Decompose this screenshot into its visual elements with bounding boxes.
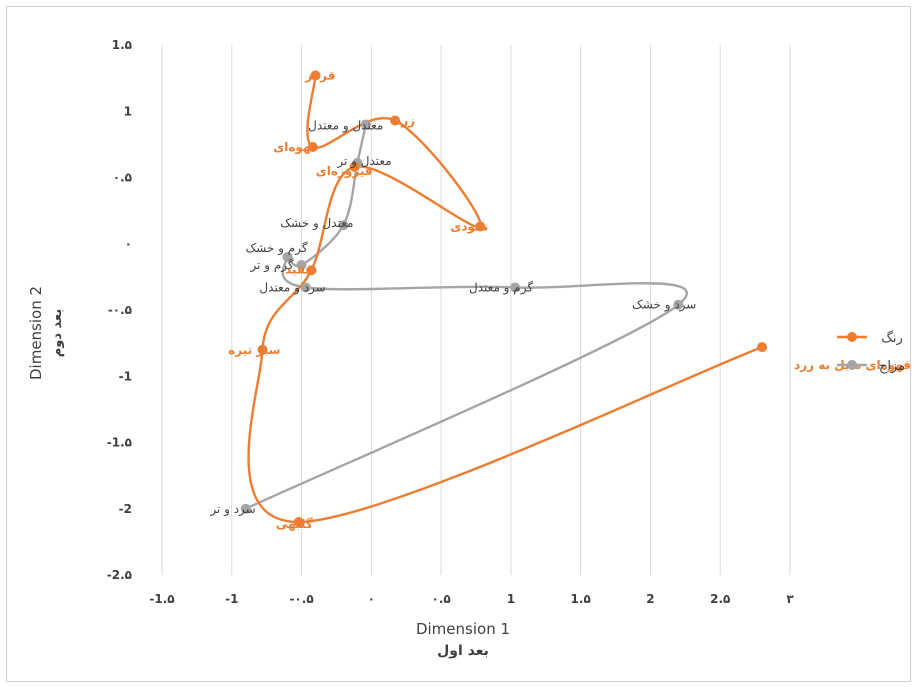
data-point [282,252,293,262]
data-label: گرم و معتدل [469,280,533,295]
x-tick-label: 2.۵ [710,592,730,606]
x-axis-title: Dimension 1 [416,620,510,638]
series-line-1 [245,124,688,510]
scatter-chart: -1.۵ -1 -۰.۵ ۰ ۰.۵ 1 1.۵ 2 2.۵ ۳ 1.۵1۰.۵۰-۰.۵-1-1… [27,38,911,659]
data-point [300,282,311,293]
data-point [338,220,349,231]
data-label: معتدل و معتدل [308,119,383,134]
data-label: زرد [395,114,415,128]
x-tick-label: -1.۵ [149,592,174,606]
data-label: سفید [285,262,317,276]
data-label: معتدل و تر [336,154,391,169]
data-point [306,265,317,276]
data-point [757,342,768,353]
data-label: گرم و تر [249,258,293,273]
x-axis-subtitle: بعد اول [437,643,489,659]
series-lines [245,75,763,524]
data-label: سرد و خشک [632,298,696,313]
legend-marker [847,360,857,370]
y-tick-label: -۰.۵ [108,303,132,317]
x-tick-label: 1 [507,592,515,606]
y-axis-subtitle: بعد دوم [50,309,65,358]
data-point [390,115,401,126]
data-point [293,517,304,527]
data-point [240,503,251,514]
x-tick-labels: -1.۵ -1 -۰.۵ ۰ ۰.۵ 1 1.۵ 2 2.۵ ۳ [149,592,794,606]
legend-marker [847,332,857,342]
x-tick-label: ۳ [786,592,794,606]
data-label: قهوه‌ای [273,140,319,155]
y-tick-label: ۰ [125,237,132,251]
legend-label: مزاج [879,359,905,374]
chart-frame: -1.۵ -1 -۰.۵ ۰ ۰.۵ 1 1.۵ 2 2.۵ ۳ 1.۵ 1 ۰.۵ ۰ -۰.۵ -1 -1… [6,6,911,682]
data-point [475,221,486,232]
x-tick-label: -1 [225,592,238,606]
data-label: گلبهی [276,517,313,531]
x-tick-label: -۰.۵ [289,592,313,606]
data-label: سرد و معتدل [259,280,325,295]
data-point [307,142,318,153]
series-line-0 [247,75,763,524]
y-axis-title: Dimension 2 [27,286,45,380]
data-point [257,344,268,355]
data-point [296,259,307,270]
data-label: سبز تیره [228,343,280,357]
legend-label: رنگ [881,330,903,346]
data-label: قرمز [304,68,335,82]
y-tick-labels: 1.۵ 1 ۰.۵ ۰ -۰.۵ -1 -1.۵ -2 -2.۵ [107,38,132,582]
grid-layer [161,45,791,575]
data-labels: معتدل و معتدل معتدل و تر معتدل و خشک گرم و … [209,68,911,531]
y-tick-label: 1.۵ [112,38,132,52]
data-point [310,70,321,81]
x-tick-label: ۰ [368,592,375,606]
x-tick-label: ۰.۵ [432,592,451,606]
data-label: فیروزه‌ای [316,164,373,179]
data-label: معتدل و خشک [280,216,353,231]
y-tick-label: ۰.۵ [113,171,132,185]
data-point [673,299,684,310]
y-tick-label: -2 [119,502,132,516]
series-points [240,70,768,527]
y-tick-label: -1.۵ [107,436,132,450]
data-point [510,282,521,293]
x-tick-label: 1.۵ [571,592,591,606]
data-point [349,161,360,172]
y-tick-label: -1 [119,369,132,383]
y-tick-label: -2.۵ [107,568,132,582]
data-label: سرد و تر [209,502,255,517]
y-tick-label: 1 [124,104,132,118]
data-label: نخودی [450,220,488,235]
legend: رنگ مزاج [837,330,905,374]
data-point [360,119,371,130]
x-tick-label: 2 [646,592,654,606]
data-label: گرم و خشک [245,241,307,256]
